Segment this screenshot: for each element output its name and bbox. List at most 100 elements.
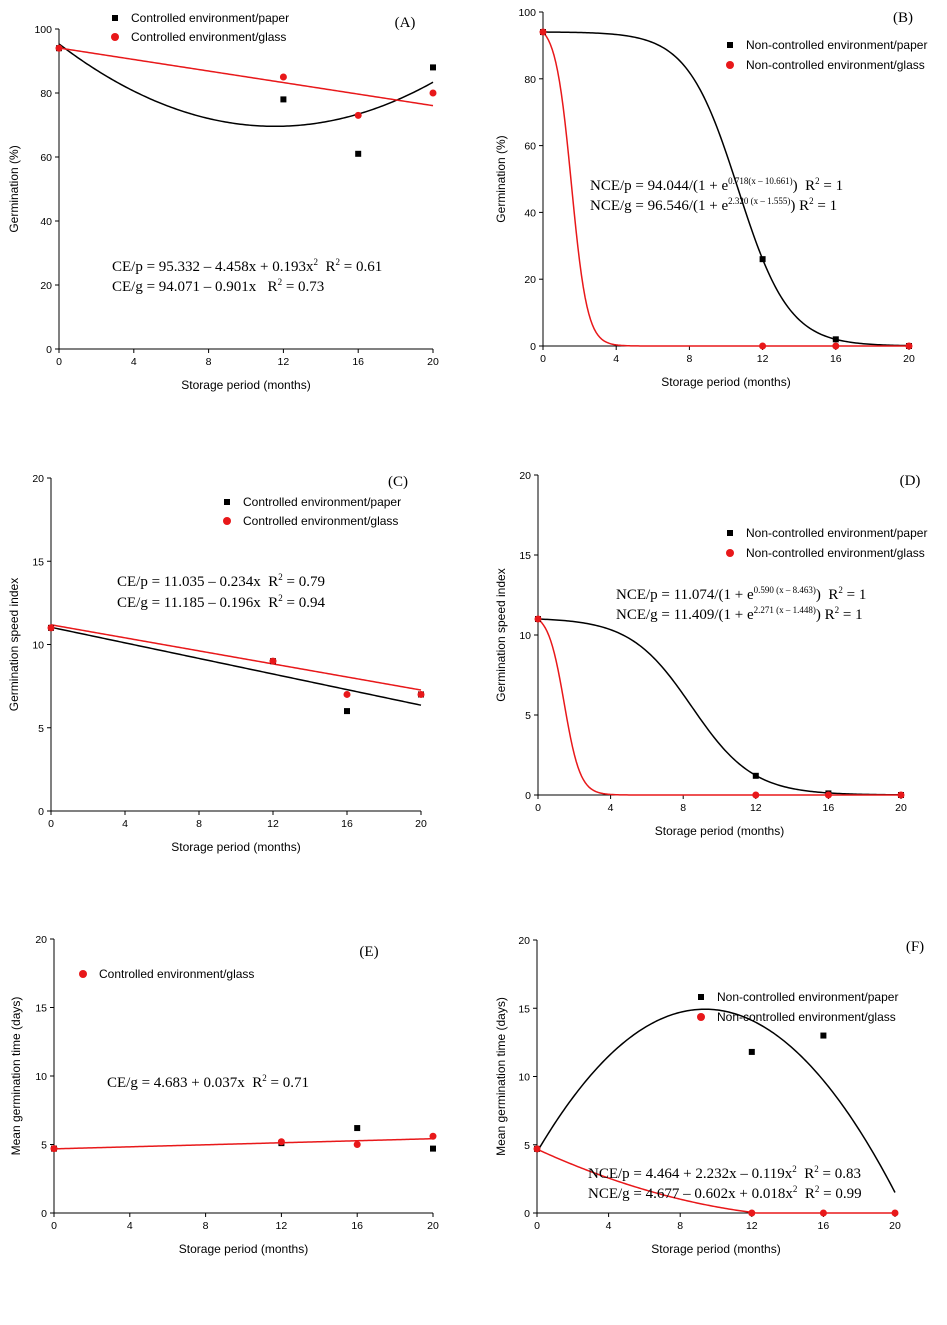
x-tick-label: 8: [196, 818, 202, 830]
x-tick-label: 12: [746, 1220, 758, 1232]
y-tick-label: 100: [34, 24, 52, 36]
legend-marker: [698, 994, 704, 1000]
x-tick-label: 16: [341, 818, 353, 830]
x-tick-label: 8: [203, 1220, 209, 1232]
x-tick-label: 4: [131, 356, 137, 368]
y-tick-label: 20: [518, 935, 530, 947]
data-point: [417, 690, 425, 698]
x-axis-label: Storage period (months): [661, 375, 790, 389]
data-point: [353, 1141, 361, 1148]
fit-equation: CE/p = 95.332 – 4.458x + 0.193x2 R2 = 0.…: [112, 257, 382, 275]
data-point: [748, 1209, 756, 1217]
fit-line: [50, 626, 422, 706]
legend-entry: Controlled environment/paper: [131, 11, 289, 25]
y-tick-label: 10: [35, 1071, 47, 1083]
panel-a: 0 4 8 12 16 20 0 20 40 60 80 100 Storage period (mon…: [7, 11, 439, 392]
fit-line: [537, 618, 902, 796]
y-tick-label: 15: [518, 1003, 530, 1015]
y-tick-label: 0: [38, 806, 44, 818]
data-point: [50, 1145, 58, 1153]
y-tick-label: 5: [38, 723, 44, 735]
x-tick-label: 16: [818, 1220, 830, 1232]
panel-label: (B): [893, 10, 913, 26]
panel-d: 0 4 8 12 16 20 0 5 10 15 20 Storage period (months)…: [494, 470, 927, 838]
panel-label: (F): [906, 939, 924, 955]
y-tick-label: 0: [530, 341, 536, 353]
data-point: [429, 89, 437, 97]
legend-marker: [727, 42, 733, 48]
panel-label: (D): [900, 473, 921, 489]
legend-marker: [697, 1013, 705, 1021]
fit-line: [537, 618, 901, 796]
y-tick-label: 0: [41, 1208, 47, 1220]
fit-line: [542, 31, 910, 347]
data-point: [539, 28, 547, 36]
legend-marker: [224, 499, 230, 505]
legend-entry: Non-controlled environment/paper: [717, 990, 898, 1004]
y-tick-label: 10: [518, 1072, 530, 1084]
x-tick-label: 0: [56, 356, 62, 368]
x-tick-label: 8: [677, 1220, 683, 1232]
data-point: [355, 150, 362, 157]
data-point: [533, 1145, 541, 1153]
y-tick-label: 15: [35, 1003, 47, 1015]
y-tick-label: 10: [519, 630, 531, 642]
fit-equation: CE/g = 94.071 – 0.901x R2 = 0.73: [112, 277, 324, 295]
fit-equation: NCE/p = 94.044/(1 + e0.718(x – 10.661)) …: [590, 176, 843, 194]
fit-line: [536, 1148, 895, 1214]
data-point: [759, 256, 766, 263]
data-point: [279, 73, 287, 81]
data-point: [47, 624, 55, 632]
y-axis-label: Germination (%): [494, 135, 508, 222]
legend-entry: Non-controlled environment/paper: [746, 526, 927, 540]
x-tick-label: 16: [352, 356, 364, 368]
legend-marker: [112, 15, 118, 21]
data-point: [832, 342, 840, 350]
x-tick-label: 12: [276, 1220, 288, 1232]
panel-c: 0 4 8 12 16 20 0 5 10 15 20 Storage period (months)…: [7, 473, 427, 854]
x-tick-label: 20: [903, 353, 915, 365]
fit-line: [542, 31, 909, 347]
y-tick-label: 5: [524, 1140, 530, 1152]
panel-f: 0 4 8 12 16 20 0 5 10 15 20 Storage period (months)…: [494, 935, 924, 1256]
legend-entry: Non-controlled environment/paper: [746, 38, 927, 52]
data-point: [752, 772, 759, 779]
legend-entry: Non-controlled environment/glass: [746, 58, 925, 72]
data-point: [534, 615, 542, 623]
y-tick-label: 20: [35, 934, 47, 946]
y-tick-label: 80: [40, 88, 52, 100]
x-tick-label: 16: [830, 353, 842, 365]
data-point: [891, 1209, 899, 1217]
legend-entry: Non-controlled environment/glass: [746, 546, 925, 560]
y-tick-label: 0: [524, 1208, 530, 1220]
data-point: [344, 708, 350, 715]
x-tick-label: 20: [427, 356, 439, 368]
fit-equation: NCE/g = 4.677 – 0.602x + 0.018x2 R2 = 0.…: [588, 1184, 862, 1202]
x-tick-label: 4: [127, 1220, 133, 1232]
legend-marker: [726, 61, 734, 69]
data-point: [824, 791, 832, 799]
fit-equation: CE/p = 11.035 – 0.234x R2 = 0.79: [117, 572, 325, 590]
data-point: [430, 1145, 436, 1152]
y-tick-label: 20: [519, 470, 531, 482]
x-tick-label: 16: [823, 802, 835, 814]
data-point: [354, 1125, 361, 1132]
x-tick-label: 20: [895, 802, 907, 814]
x-tick-label: 12: [267, 818, 279, 830]
y-tick-label: 0: [525, 790, 531, 802]
legend-entry: Non-controlled environment/glass: [717, 1010, 896, 1024]
y-tick-label: 15: [32, 556, 44, 568]
legend-marker: [111, 33, 119, 41]
x-axis-label: Storage period (months): [181, 378, 310, 392]
x-tick-label: 20: [889, 1220, 901, 1232]
fit-line: [536, 1008, 896, 1193]
legend-marker: [726, 549, 734, 557]
legend-entry: Controlled environment/paper: [243, 495, 401, 509]
x-tick-label: 0: [535, 802, 541, 814]
data-point: [748, 1048, 755, 1055]
panel-b: 0 4 8 12 16 20 0 20 40 60 80 100 Storage period (mon…: [494, 7, 927, 389]
data-point: [905, 342, 913, 350]
data-point: [430, 64, 436, 71]
data-point: [429, 1132, 437, 1140]
